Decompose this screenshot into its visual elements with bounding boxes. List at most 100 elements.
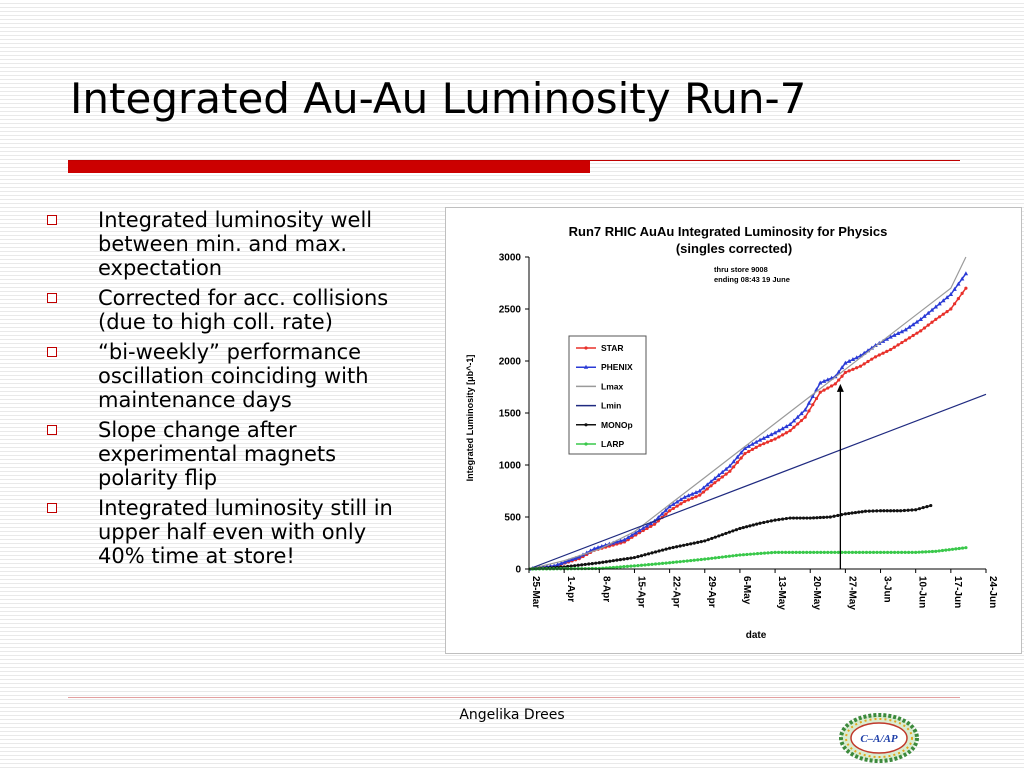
data-point bbox=[614, 539, 620, 544]
data-point bbox=[907, 550, 911, 554]
data-point bbox=[576, 563, 580, 567]
title-divider-thick bbox=[68, 161, 590, 173]
data-point bbox=[945, 310, 949, 314]
data-point bbox=[957, 546, 961, 551]
data-point bbox=[917, 507, 922, 511]
x-axis-label: date bbox=[746, 630, 767, 641]
data-point bbox=[668, 509, 672, 513]
data-point bbox=[784, 550, 788, 554]
data-point bbox=[960, 546, 965, 550]
series-line-lmax bbox=[529, 256, 967, 570]
data-point bbox=[668, 546, 672, 550]
data-point bbox=[562, 559, 568, 564]
data-point bbox=[895, 509, 899, 513]
data-point bbox=[710, 536, 714, 541]
data-point bbox=[559, 560, 564, 565]
data-point bbox=[910, 508, 914, 512]
data-point bbox=[947, 548, 951, 552]
data-point bbox=[769, 438, 773, 443]
data-point bbox=[888, 334, 893, 339]
data-point bbox=[674, 499, 680, 504]
series-group bbox=[529, 256, 987, 571]
data-point bbox=[850, 511, 854, 515]
data-point bbox=[641, 525, 646, 530]
data-point bbox=[724, 472, 728, 476]
data-point bbox=[746, 443, 751, 448]
data-point bbox=[914, 319, 920, 324]
data-point bbox=[629, 556, 633, 560]
data-point bbox=[805, 516, 809, 520]
data-point bbox=[840, 550, 844, 554]
data-point bbox=[814, 396, 819, 401]
data-point bbox=[657, 549, 661, 553]
data-point bbox=[699, 557, 703, 562]
data-point bbox=[837, 378, 841, 382]
data-point bbox=[748, 524, 752, 528]
data-point bbox=[878, 550, 883, 554]
data-point bbox=[772, 430, 778, 435]
data-point bbox=[703, 539, 707, 543]
data-point bbox=[828, 515, 832, 519]
data-point bbox=[663, 507, 669, 512]
data-point bbox=[811, 403, 815, 407]
data-point bbox=[815, 550, 819, 554]
data-point bbox=[731, 459, 736, 464]
data-point bbox=[713, 481, 717, 485]
data-point bbox=[765, 434, 770, 438]
square-bullet-icon bbox=[47, 425, 57, 435]
data-point bbox=[720, 533, 724, 537]
data-point bbox=[678, 560, 682, 564]
data-point bbox=[703, 557, 707, 561]
data-point bbox=[632, 564, 637, 568]
data-point bbox=[604, 560, 608, 564]
data-point bbox=[900, 340, 904, 345]
data-point bbox=[653, 550, 658, 554]
data-point bbox=[728, 469, 732, 473]
data-point bbox=[896, 343, 900, 347]
data-point bbox=[875, 550, 879, 554]
data-point bbox=[618, 558, 622, 562]
data-point bbox=[671, 545, 675, 550]
data-point bbox=[877, 353, 881, 357]
data-point bbox=[885, 550, 890, 554]
data-point bbox=[899, 329, 905, 334]
data-point bbox=[795, 516, 799, 520]
data-point bbox=[911, 333, 915, 338]
data-point bbox=[697, 488, 702, 493]
data-point bbox=[622, 565, 626, 569]
legend-box bbox=[568, 335, 647, 455]
axes-group bbox=[525, 256, 987, 573]
data-point bbox=[696, 540, 700, 544]
legend-label-lmax: Lmax bbox=[601, 381, 623, 391]
data-point bbox=[920, 550, 924, 554]
svg-text:C–A/AP: C–A/AP bbox=[860, 733, 898, 745]
data-point bbox=[840, 374, 844, 378]
data-point bbox=[636, 563, 640, 568]
bullet-text: Integrated luminosity still in upper hal… bbox=[98, 496, 393, 568]
data-point bbox=[836, 369, 841, 374]
data-point bbox=[717, 555, 721, 560]
data-point bbox=[762, 442, 766, 446]
data-point bbox=[944, 548, 948, 552]
data-point bbox=[927, 550, 931, 554]
data-point bbox=[819, 550, 823, 554]
square-bullet-icon bbox=[47, 503, 57, 513]
x-tick-label: 29-Apr bbox=[706, 576, 717, 608]
data-point bbox=[706, 557, 710, 561]
data-point bbox=[622, 537, 627, 542]
data-point bbox=[776, 550, 781, 554]
series-markers-monop bbox=[529, 503, 933, 571]
data-point bbox=[675, 545, 679, 549]
data-point bbox=[781, 517, 785, 521]
data-point bbox=[727, 463, 733, 468]
data-point bbox=[762, 520, 766, 525]
data-point bbox=[739, 456, 743, 460]
data-point bbox=[787, 550, 791, 554]
data-point bbox=[758, 521, 762, 525]
y-tick-label: 2000 bbox=[499, 357, 522, 368]
data-point bbox=[657, 562, 661, 566]
series-line-lmin bbox=[529, 393, 987, 570]
data-point bbox=[906, 508, 910, 512]
data-point bbox=[860, 510, 864, 514]
data-point bbox=[836, 550, 840, 554]
